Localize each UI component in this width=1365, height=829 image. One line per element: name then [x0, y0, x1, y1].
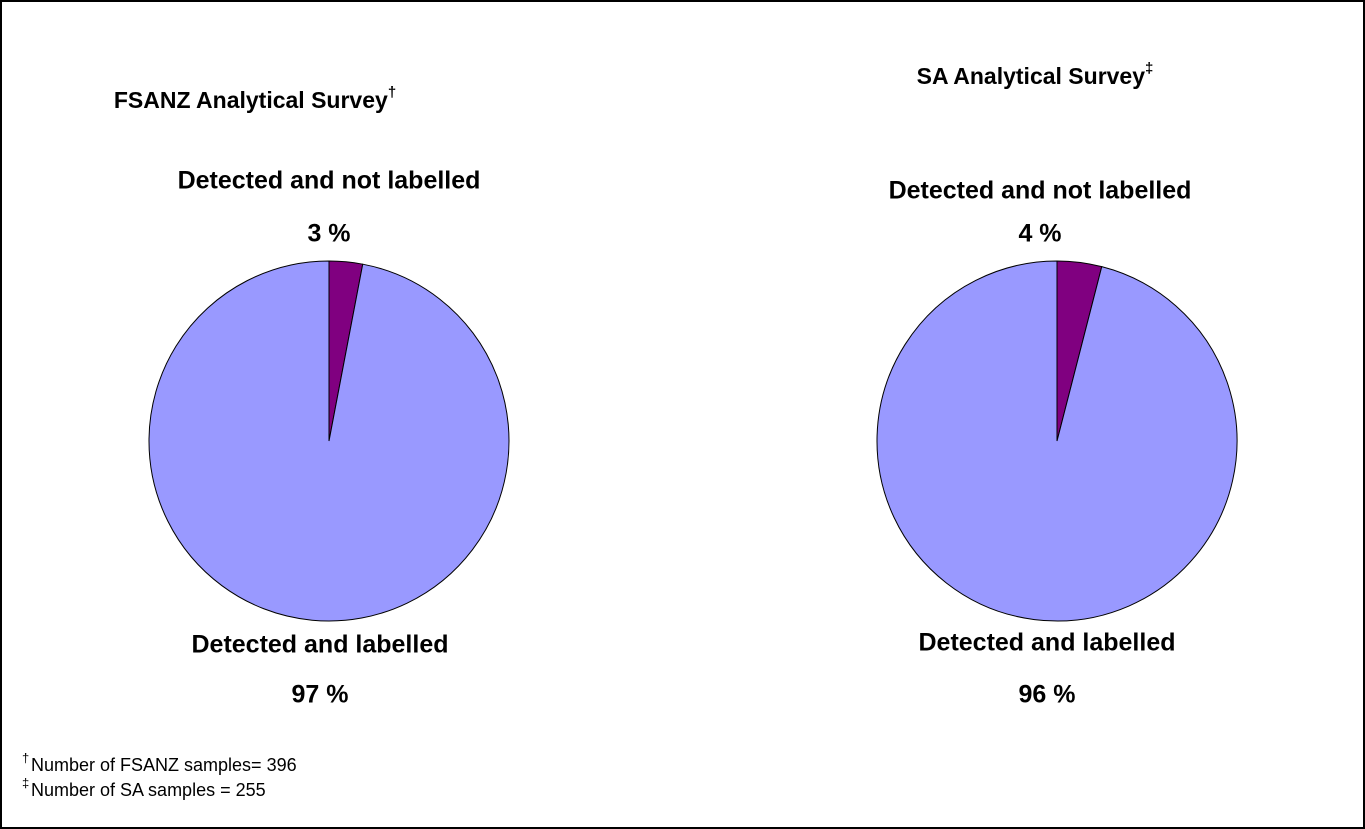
chart-title: SA Analytical Survey‡	[917, 60, 1154, 89]
slice-label: Detected and not labelled	[889, 177, 1192, 205]
title-text: SA Analytical Survey	[917, 63, 1146, 89]
title-mark: †	[388, 84, 396, 101]
slice-value-label: 3 %	[307, 220, 350, 248]
slice-value-label: 96 %	[1019, 681, 1076, 709]
title-mark: ‡	[1145, 60, 1153, 77]
footnote: Number of SA samples = 255	[31, 780, 266, 800]
slice-label: Detected and labelled	[918, 629, 1175, 657]
pie-slice	[148, 260, 510, 622]
slice-label: Detected and labelled	[191, 631, 448, 659]
chart-title: FSANZ Analytical Survey†	[114, 84, 396, 113]
pie-slice	[876, 260, 1238, 622]
footnote: Number of FSANZ samples= 396	[31, 755, 297, 775]
slice-value-label: 4 %	[1018, 220, 1061, 248]
slice-value-label: 97 %	[292, 681, 349, 709]
footnote-mark: †	[22, 750, 29, 765]
slice-label: Detected and not labelled	[178, 167, 481, 195]
title-text: FSANZ Analytical Survey	[114, 87, 388, 113]
footnote-mark: ‡	[22, 775, 29, 790]
